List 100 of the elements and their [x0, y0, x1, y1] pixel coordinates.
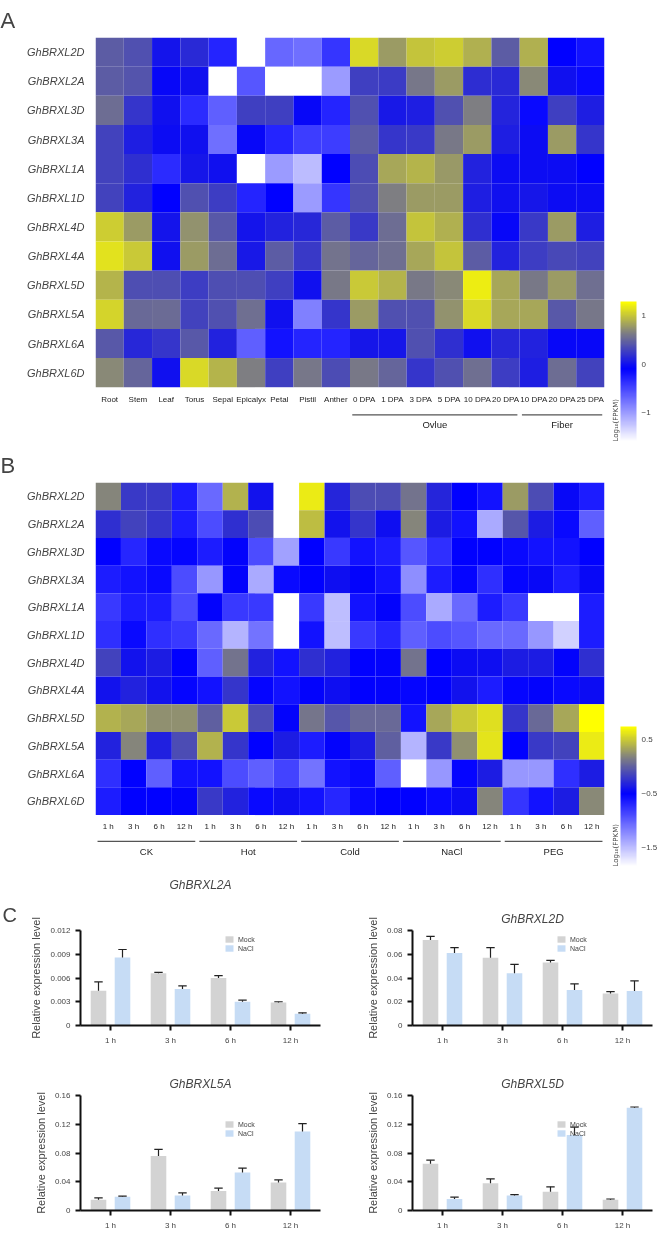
- x-tick-label: 1 h: [104, 1220, 117, 1230]
- bar: [294, 1131, 311, 1211]
- x-tick-label: Epicalyx: [236, 394, 266, 404]
- text: Cold: [340, 845, 360, 857]
- y-tick-label: GhBRXL5D: [27, 712, 85, 725]
- x-tick-label: 25 DPA: [576, 394, 605, 404]
- x-tick-label: 6 h: [458, 822, 471, 831]
- y-tick-label: 0.08: [54, 1148, 72, 1158]
- bar: [506, 1195, 523, 1211]
- text: A: [0, 7, 16, 33]
- bar: [422, 1163, 439, 1211]
- x-tick-label: 6 h: [556, 1035, 569, 1045]
- x-tick-label: 3 h: [164, 1035, 177, 1045]
- color-bar-label: 0: [641, 359, 647, 369]
- bar: [114, 1196, 131, 1211]
- x-tick-label: Petal: [270, 394, 289, 404]
- bar: [602, 993, 619, 1026]
- y-tick-label: 0.02: [386, 997, 404, 1007]
- y-tick-label: 0.12: [386, 1119, 404, 1129]
- x-tick-label: 3 h: [164, 1220, 177, 1230]
- x-tick-label: 12 h: [614, 1035, 631, 1045]
- y-tick-label: 0.08: [386, 926, 404, 935]
- x-tick-label: 5 DPA: [437, 394, 461, 404]
- bar: [626, 1107, 643, 1211]
- x-tick-label: 6 h: [153, 822, 165, 831]
- x-tick-label: 3 h: [496, 1220, 509, 1230]
- y-tick-label: 0: [398, 1021, 404, 1030]
- y-tick-label: GhBRXL1A: [27, 601, 85, 614]
- y-tick-label: GhBRXL4D: [27, 220, 85, 233]
- x-tick-label: 1 h: [509, 822, 521, 831]
- bar: [234, 1172, 251, 1211]
- text: NaCl: [441, 845, 463, 857]
- y-axis-title: Relative expression level: [30, 917, 43, 1039]
- bar: [626, 991, 643, 1026]
- x-tick-label: 10 DPA: [520, 394, 548, 404]
- y-tick-label: GhBRXL1D: [27, 628, 85, 641]
- text: C: [2, 903, 17, 926]
- text: CK: [139, 845, 154, 857]
- y-tick-label: 0.012: [50, 926, 72, 935]
- color-bar-label: −0.5: [641, 789, 658, 799]
- x-tick-label: 3 h: [128, 822, 140, 831]
- bar: [210, 978, 227, 1026]
- bar: [150, 973, 167, 1026]
- y-tick-label: GhBRXL2D: [27, 490, 85, 503]
- x-tick-label: 3 h: [229, 822, 242, 831]
- x-tick-label: 6 h: [224, 1220, 237, 1230]
- x-tick-label: 6 h: [255, 822, 267, 831]
- bar: [270, 1182, 287, 1211]
- y-tick-label: GhBRXL5D: [27, 279, 85, 292]
- x-tick-label: 12 h: [282, 1035, 299, 1045]
- x-tick-label: 6 h: [357, 822, 369, 831]
- bar: [482, 957, 499, 1026]
- color-bar-label: −1: [641, 408, 652, 418]
- y-tick-label: GhBRXL4A: [27, 250, 85, 263]
- x-tick-label: 3 DPA: [409, 394, 433, 404]
- x-tick-label: Torus: [184, 394, 205, 404]
- y-axis-title: Relative expression level: [366, 1092, 379, 1214]
- chart-title: GhBRXL5A: [169, 1076, 232, 1091]
- x-tick-label: 12 h: [278, 822, 295, 831]
- bar: [446, 953, 463, 1026]
- x-tick-label: 20 DPA: [548, 394, 577, 404]
- text: PEG: [543, 845, 564, 857]
- y-tick-label: GhBRXL4A: [27, 684, 85, 697]
- text: Ovlue: [422, 419, 448, 431]
- x-tick-label: 12 h: [176, 822, 193, 831]
- y-tick-label: 0.006: [50, 973, 72, 983]
- text: Fiber: [551, 419, 573, 431]
- bar: [174, 1195, 191, 1211]
- text: B: [0, 452, 16, 478]
- x-tick-label: Root: [101, 394, 119, 404]
- y-tick-label: 0: [66, 1206, 72, 1215]
- y-tick-label: 0.12: [54, 1119, 72, 1129]
- y-tick-label: 0: [398, 1206, 404, 1215]
- x-tick-label: 6 h: [556, 1220, 569, 1230]
- x-tick-label: 0 DPA: [352, 394, 377, 404]
- x-tick-label: 20 DPA: [492, 394, 520, 404]
- y-tick-label: 0: [66, 1021, 72, 1030]
- bar: [542, 962, 559, 1026]
- y-tick-label: GhBRXL2A: [27, 518, 85, 531]
- y-tick-label: 0.04: [386, 973, 404, 983]
- y-tick-label: GhBRXL3D: [27, 104, 85, 117]
- x-tick-label: Anther: [324, 394, 348, 404]
- color-bar-label: 1: [641, 311, 647, 321]
- x-tick-label: 1 h: [102, 822, 114, 831]
- bar: [566, 989, 583, 1026]
- bar: [234, 1001, 251, 1026]
- x-tick-label: 1 h: [436, 1220, 449, 1230]
- x-tick-label: Sepal: [212, 394, 234, 404]
- x-tick-label: 1 h: [104, 1035, 117, 1045]
- y-tick-label: GhBRXL5A: [27, 739, 85, 752]
- y-tick-label: 0.04: [386, 1177, 404, 1187]
- x-tick-label: Leaf: [158, 394, 175, 404]
- y-tick-label: GhBRXL2A: [27, 75, 85, 88]
- x-tick-label: 1 h: [436, 1035, 449, 1045]
- text: Hot: [240, 845, 256, 857]
- bar: [150, 1155, 167, 1211]
- x-tick-label: 12 h: [282, 1220, 299, 1230]
- y-tick-label: GhBRXL6A: [27, 337, 85, 350]
- x-tick-label: 1 DPA: [381, 394, 405, 404]
- y-axis-title: Relative expression level: [34, 1092, 47, 1214]
